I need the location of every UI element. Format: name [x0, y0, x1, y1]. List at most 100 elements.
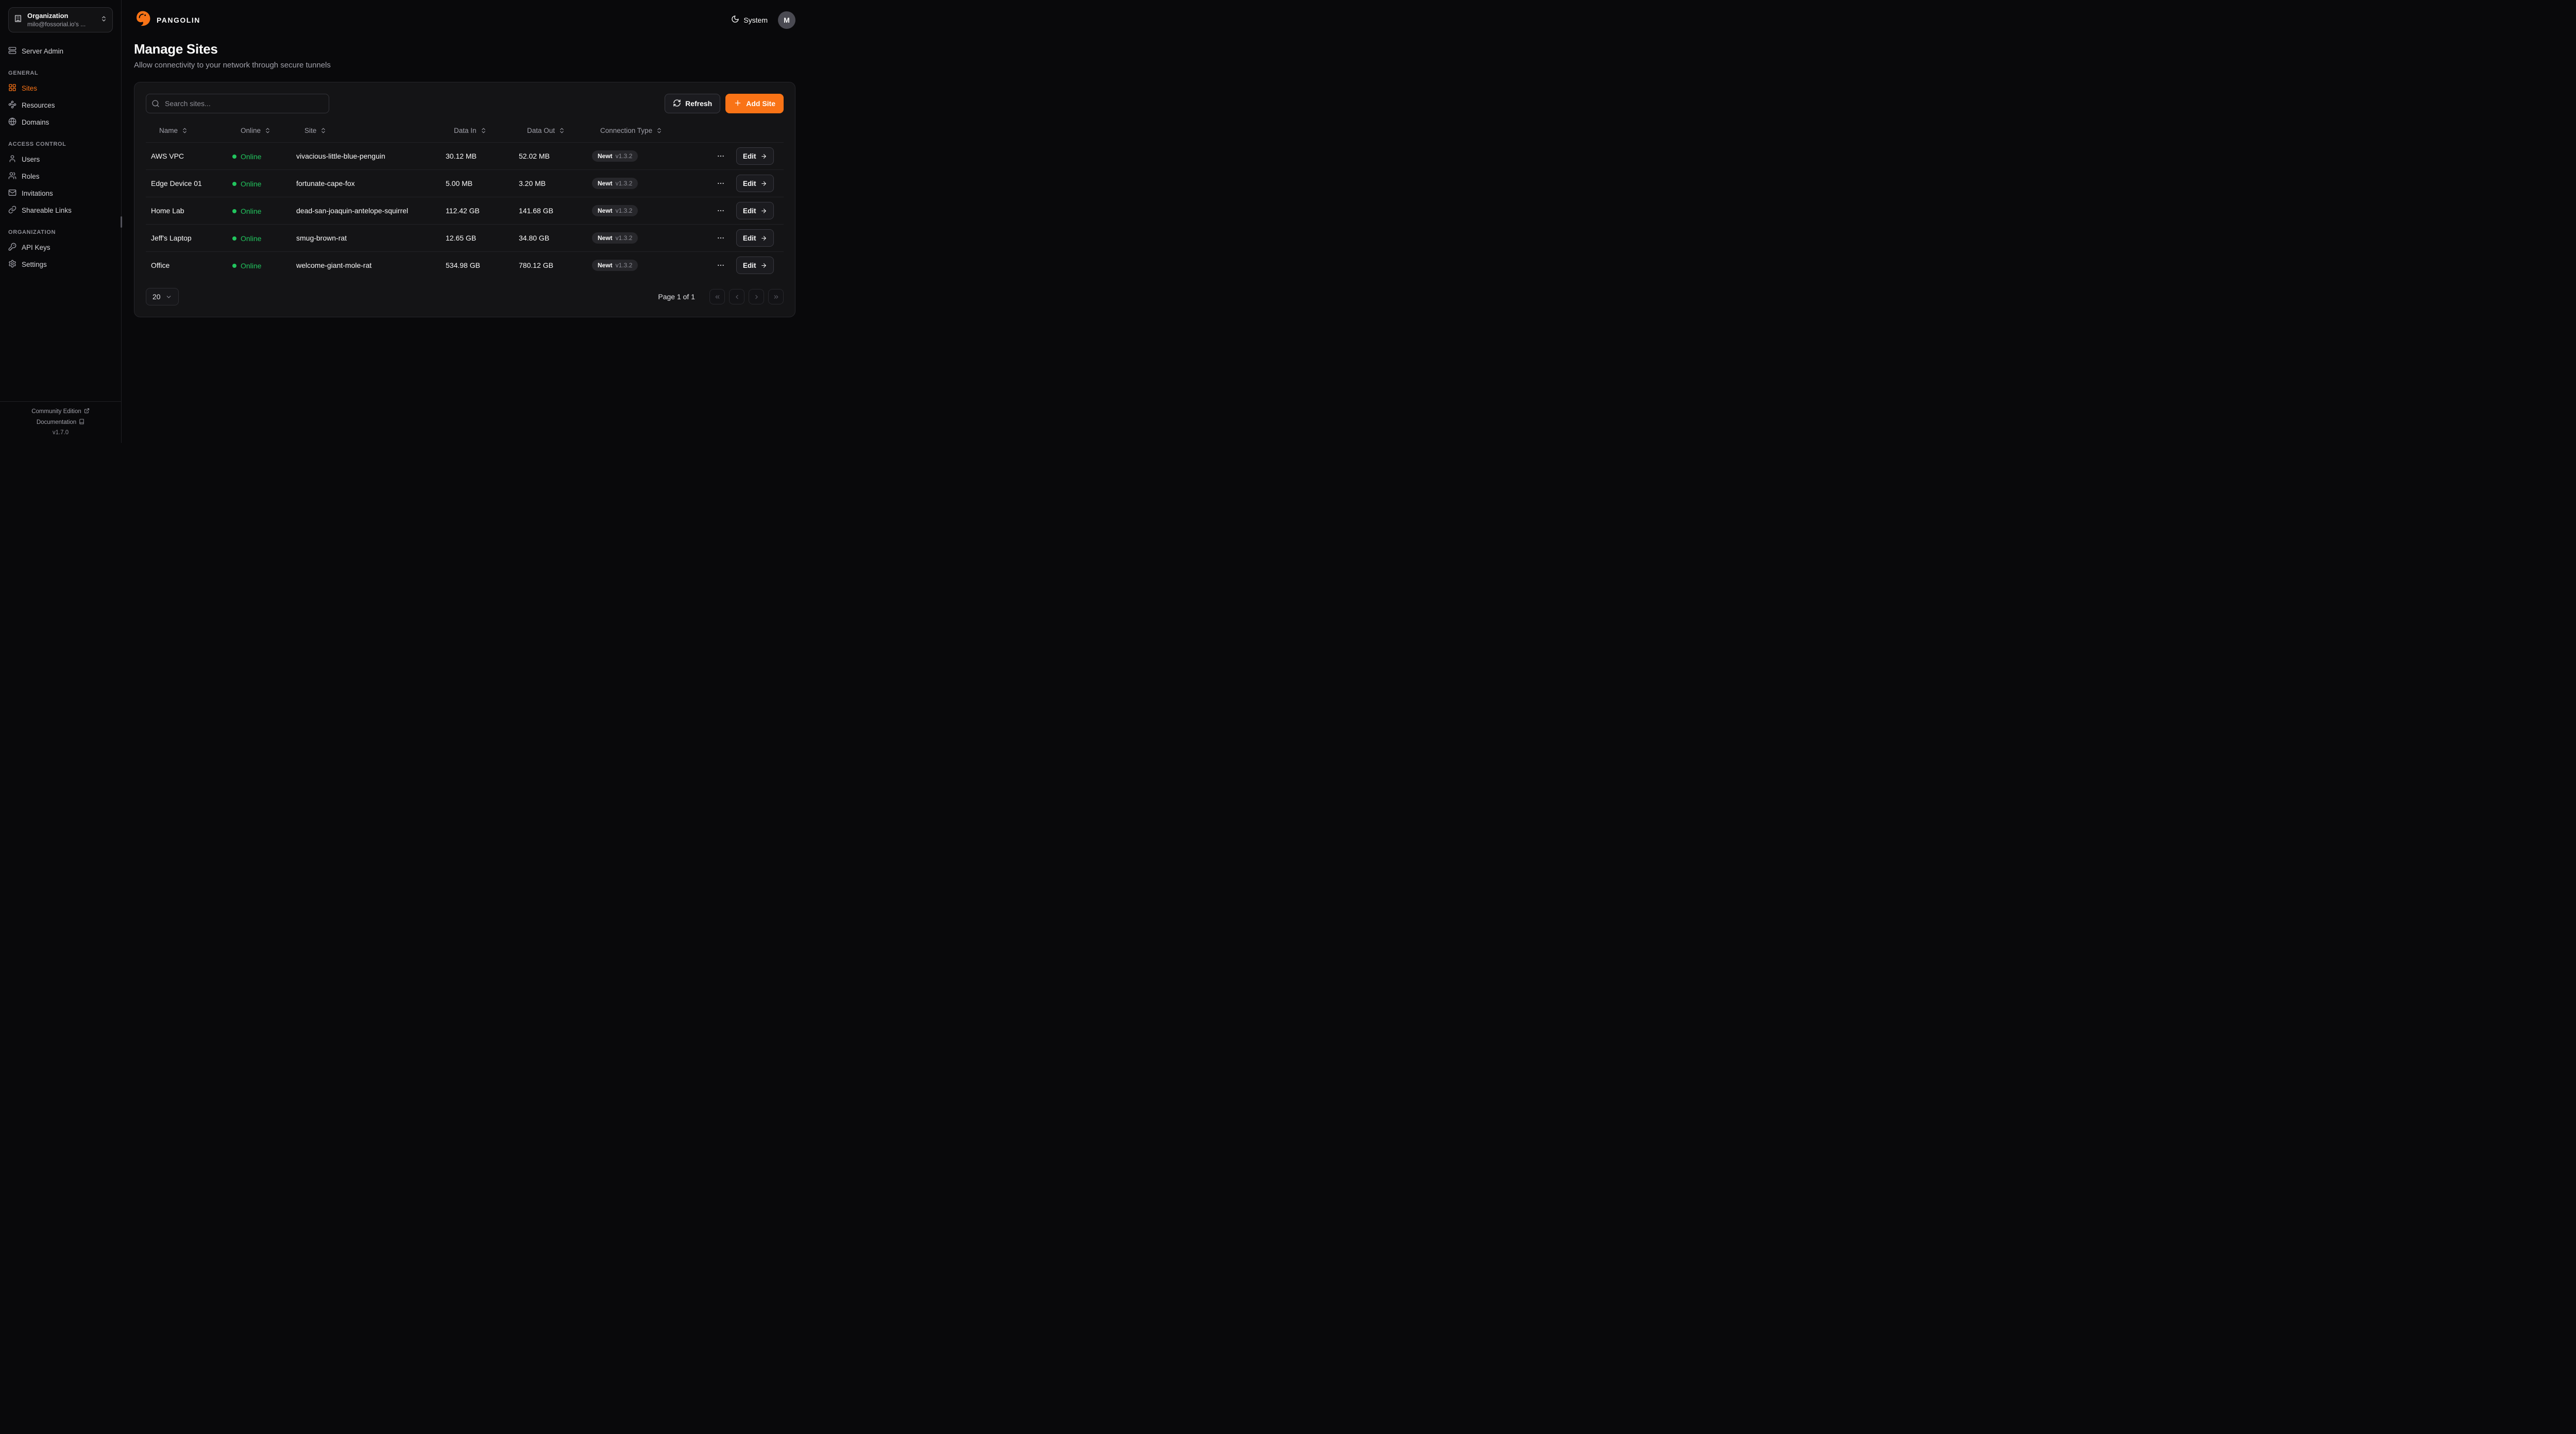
- edit-button[interactable]: Edit: [736, 229, 774, 247]
- sidebar: Organization milo@fossorial.io's ... Ser…: [0, 0, 122, 443]
- last-page-button[interactable]: [768, 289, 784, 304]
- next-page-button[interactable]: [749, 289, 764, 304]
- add-site-button[interactable]: Add Site: [725, 94, 784, 113]
- row-actions-button[interactable]: [715, 177, 727, 190]
- sidebar-item-sites[interactable]: Sites: [8, 80, 113, 97]
- sort-icon: [321, 128, 326, 133]
- sidebar-item-domains[interactable]: Domains: [8, 114, 113, 131]
- chevrons-left-icon: [715, 295, 719, 299]
- data-out-value: 780.12 GB: [519, 261, 553, 269]
- building-icon: [14, 14, 22, 25]
- sidebar-resize-handle[interactable]: [121, 216, 122, 228]
- edit-button[interactable]: Edit: [736, 147, 774, 165]
- documentation-link[interactable]: Documentation: [37, 419, 84, 426]
- edit-button[interactable]: Edit: [736, 175, 774, 192]
- sidebar-item-shareable-links[interactable]: Shareable Links: [8, 202, 113, 219]
- online-dot-icon: [232, 236, 236, 241]
- chevron-right-icon: [755, 295, 758, 299]
- chevron-down-icon: [166, 295, 171, 298]
- arrow-right-icon: [761, 153, 766, 159]
- page-title: Manage Sites: [134, 41, 218, 57]
- online-dot-icon: [232, 263, 236, 268]
- avatar[interactable]: M: [778, 11, 795, 29]
- ellipsis-icon: [718, 237, 724, 239]
- sidebar-item-label: Resources: [22, 101, 55, 109]
- online-dot-icon: [232, 181, 236, 186]
- section-label-general: GENERAL: [8, 70, 39, 76]
- online-dot-icon: [232, 209, 236, 213]
- sidebar-item-label: Settings: [22, 261, 47, 268]
- sidebar-item-server-admin[interactable]: Server Admin: [8, 43, 113, 60]
- sort-icon: [560, 128, 564, 133]
- org-switcher[interactable]: Organization milo@fossorial.io's ...: [8, 7, 113, 32]
- connection-type-badge: Newt v1.3.2: [592, 260, 638, 271]
- row-actions-button[interactable]: [715, 204, 727, 217]
- sidebar-item-label: Shareable Links: [22, 207, 72, 214]
- refresh-button[interactable]: Refresh: [665, 94, 721, 113]
- status-badge: Online: [232, 152, 261, 161]
- sidebar-item-label: Server Admin: [22, 47, 64, 55]
- ellipsis-icon: [718, 264, 724, 266]
- status-badge: Online: [232, 207, 261, 215]
- edit-button[interactable]: Edit: [736, 202, 774, 219]
- main-content: PANGOLIN System M Manage Sites Allow con…: [122, 0, 808, 443]
- user-icon: [8, 155, 16, 164]
- users-icon: [8, 172, 16, 181]
- column-header-connection-type[interactable]: Connection Type: [592, 127, 663, 134]
- sidebar-item-roles[interactable]: Roles: [8, 168, 113, 185]
- column-header-online[interactable]: Online: [232, 127, 271, 134]
- search-input[interactable]: [146, 94, 329, 113]
- arrow-right-icon: [761, 263, 766, 268]
- column-header-name[interactable]: Name: [151, 127, 188, 134]
- row-actions-button[interactable]: [715, 259, 727, 271]
- first-page-button[interactable]: [709, 289, 725, 304]
- row-actions-button[interactable]: [715, 150, 727, 162]
- ellipsis-icon: [718, 210, 724, 212]
- sidebar-item-api-keys[interactable]: API Keys: [8, 239, 113, 256]
- theme-toggle[interactable]: System: [731, 15, 768, 25]
- sidebar-item-settings[interactable]: Settings: [8, 256, 113, 273]
- table-row: Jeff's Laptop Online smug-brown-rat 12.6…: [146, 224, 784, 251]
- row-actions-button[interactable]: [715, 232, 727, 244]
- previous-page-button[interactable]: [729, 289, 744, 304]
- data-in-value: 30.12 MB: [446, 152, 477, 160]
- sidebar-item-users[interactable]: Users: [8, 151, 113, 168]
- chevrons-right-icon: [774, 295, 778, 299]
- data-out-value: 3.20 MB: [519, 179, 546, 187]
- page-size-select[interactable]: 20: [146, 288, 179, 305]
- pagination: [709, 289, 784, 304]
- section-label-access-control: ACCESS CONTROL: [8, 141, 66, 147]
- sidebar-item-label: API Keys: [22, 244, 50, 251]
- column-header-site[interactable]: Site: [296, 127, 327, 134]
- connection-type-badge: Newt v1.3.2: [592, 232, 638, 244]
- page-head: Manage Sites Allow connectivity to your …: [122, 34, 808, 70]
- ellipsis-icon: [718, 182, 724, 184]
- gear-icon: [8, 260, 16, 269]
- column-header-data-out[interactable]: Data Out: [519, 127, 565, 134]
- sidebar-item-resources[interactable]: Resources: [8, 97, 113, 114]
- search: [146, 94, 329, 113]
- status-badge: Online: [232, 180, 261, 188]
- arrow-right-icon: [761, 208, 766, 213]
- site-name: Edge Device 01: [151, 179, 202, 187]
- community-edition-link[interactable]: Community Edition: [31, 408, 90, 415]
- data-in-value: 5.00 MB: [446, 179, 473, 187]
- site-name: AWS VPC: [151, 152, 184, 160]
- page-subtitle: Allow connectivity to your network throu…: [134, 61, 331, 70]
- data-in-value: 112.42 GB: [446, 207, 480, 215]
- connection-type-badge: Newt v1.3.2: [592, 205, 638, 216]
- globe-icon: [8, 117, 16, 127]
- site-slug: vivacious-little-blue-penguin: [296, 152, 385, 160]
- data-in-value: 12.65 GB: [446, 234, 477, 242]
- data-out-value: 52.02 MB: [519, 152, 550, 160]
- arrow-right-icon: [761, 235, 766, 241]
- org-switcher-title: Organization: [27, 12, 69, 20]
- table-row: Home Lab Online dead-san-joaquin-antelop…: [146, 197, 784, 224]
- edit-button[interactable]: Edit: [736, 257, 774, 274]
- sidebar-item-invitations[interactable]: Invitations: [8, 185, 113, 202]
- page-info: Page 1 of 1: [658, 293, 695, 301]
- data-out-value: 34.80 GB: [519, 234, 550, 242]
- site-name: Jeff's Laptop: [151, 234, 192, 242]
- pangolin-logo: [134, 10, 151, 30]
- column-header-data-in[interactable]: Data In: [446, 127, 487, 134]
